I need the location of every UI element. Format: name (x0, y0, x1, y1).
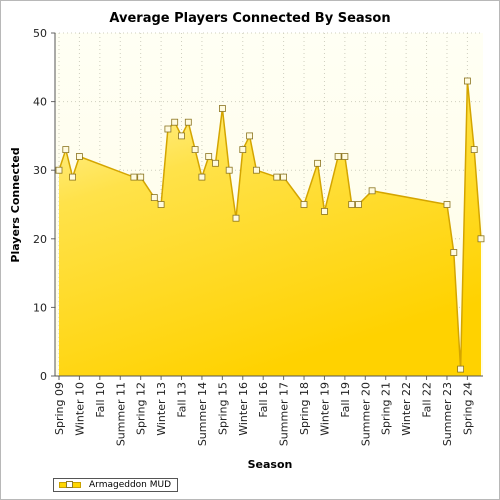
x-tick-label: Summer 17 (278, 382, 291, 446)
axes (51, 32, 483, 380)
x-tick-label: Spring 09 (53, 382, 66, 435)
x-tick-label: Winter 16 (237, 382, 250, 436)
y-tick-label: 0 (40, 370, 47, 383)
data-point (246, 132, 254, 140)
data-point (334, 153, 342, 160)
x-tick-label: Fall 13 (176, 382, 189, 418)
data-point (470, 146, 478, 154)
data-point (239, 146, 247, 154)
data-point (205, 153, 213, 160)
data-point (252, 166, 260, 174)
legend-swatch-icon (57, 480, 83, 490)
data-point (477, 235, 485, 243)
data-point (218, 105, 226, 112)
y-tick-label: 40 (33, 96, 47, 109)
x-tick-labels: Spring 09 Winter 10 Fall 10 Summer 11 Spring… (53, 382, 474, 446)
y-tick-label: 20 (33, 233, 47, 246)
x-tick-label: Spring 15 (216, 382, 229, 435)
x-axis-label: Season (248, 458, 293, 471)
data-point (150, 194, 158, 202)
legend-label: Armageddon MUD (89, 480, 172, 490)
x-tick-label: Fall 19 (339, 382, 352, 418)
y-tick-labels: 0 10 20 30 40 50 (33, 27, 47, 383)
y-tick-label: 10 (33, 301, 47, 314)
data-point (273, 173, 281, 181)
x-tick-label: Spring 21 (380, 382, 393, 435)
data-point (164, 125, 172, 133)
x-tick-label: Summer 23 (441, 382, 454, 446)
x-tick-label: Spring 18 (298, 382, 311, 435)
data-point (198, 173, 206, 181)
legend: Armageddon MUD (53, 478, 179, 492)
x-tick-label: Spring 24 (461, 382, 474, 435)
x-tick-label: Fall 10 (94, 382, 107, 418)
x-tick-label: Winter 19 (318, 382, 331, 436)
x-tick-label: Summer 20 (359, 382, 372, 446)
data-point (76, 153, 83, 160)
x-tick-label: Winter 22 (400, 382, 413, 436)
data-point (463, 77, 471, 85)
data-point (225, 166, 233, 174)
data-point (321, 207, 328, 215)
data-points (55, 77, 485, 373)
data-point (443, 201, 451, 208)
chart-title: Average Players Connected By Season (109, 11, 390, 26)
data-point (457, 365, 465, 373)
y-tick-label: 50 (33, 27, 47, 40)
area-fill (59, 81, 481, 376)
data-point (300, 201, 308, 208)
x-tick-label: Fall 16 (257, 382, 270, 418)
x-tick-label: Summer 14 (196, 382, 209, 446)
data-point (368, 187, 376, 195)
data-point (280, 173, 288, 181)
data-point (137, 173, 145, 181)
data-point (348, 201, 356, 208)
x-tick-label: Summer 11 (114, 382, 127, 446)
data-point (184, 118, 192, 126)
data-point (450, 249, 458, 256)
data-point (69, 173, 76, 181)
y-axis-label: Players Connected (9, 147, 22, 262)
x-tick-label: Winter 10 (73, 382, 86, 436)
data-point (157, 201, 165, 208)
data-point (62, 146, 70, 154)
data-point (355, 201, 362, 208)
data-point (191, 146, 199, 154)
data-point (171, 118, 179, 126)
data-point (232, 214, 240, 222)
data-point (55, 166, 63, 174)
data-point (212, 159, 219, 167)
x-tick-label: Spring 12 (135, 382, 148, 435)
x-tick-label: Winter 13 (155, 382, 168, 436)
data-point (314, 159, 322, 167)
data-point (178, 132, 185, 140)
data-point (341, 153, 349, 160)
data-point (130, 173, 138, 181)
x-tick-label: Fall 22 (421, 382, 434, 418)
y-tick-label: 30 (33, 164, 47, 177)
